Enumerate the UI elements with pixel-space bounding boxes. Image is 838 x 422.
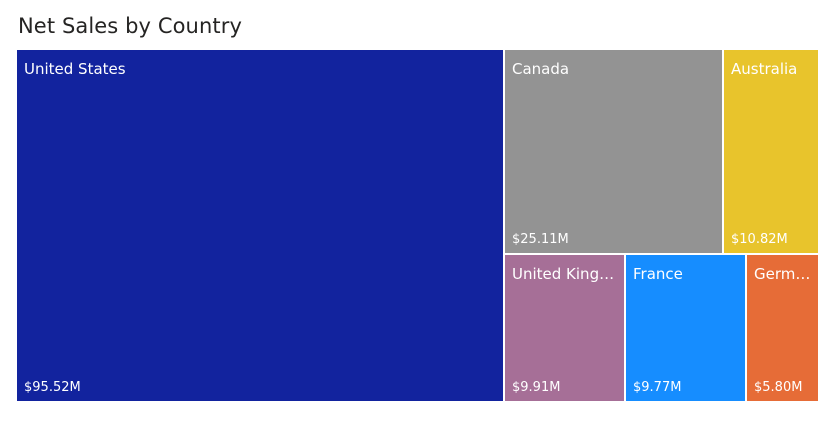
chart-title: Net Sales by Country	[18, 14, 242, 38]
treemap-tile-canada[interactable]: Canada $25.11M	[505, 50, 722, 253]
tile-category-label: Australia	[731, 60, 798, 78]
tile-category-label: France	[633, 265, 683, 283]
treemap-tile-united-kingdom[interactable]: United Kingdom $9.91M	[505, 255, 624, 401]
tile-category-label: United States	[24, 60, 126, 78]
treemap-tile-united-states[interactable]: United States $95.52M	[17, 50, 503, 401]
tile-data-label: $95.52M	[24, 380, 81, 395]
tile-category-label: Germany	[754, 265, 814, 283]
tile-data-label: $10.82M	[731, 232, 788, 247]
tile-data-label: $9.91M	[512, 380, 561, 395]
tile-category-label: Canada	[512, 60, 570, 78]
tile-data-label: $5.80M	[754, 380, 803, 395]
tile-data-label: $25.11M	[512, 232, 569, 247]
treemap-tile-france[interactable]: France $9.77M	[626, 255, 745, 401]
tile-category-label: United Kingdom	[512, 265, 620, 283]
tile-data-label: $9.77M	[633, 380, 682, 395]
treemap-tile-germany[interactable]: Germany $5.80M	[747, 255, 818, 401]
treemap-tile-australia[interactable]: Australia $10.82M	[724, 50, 818, 253]
